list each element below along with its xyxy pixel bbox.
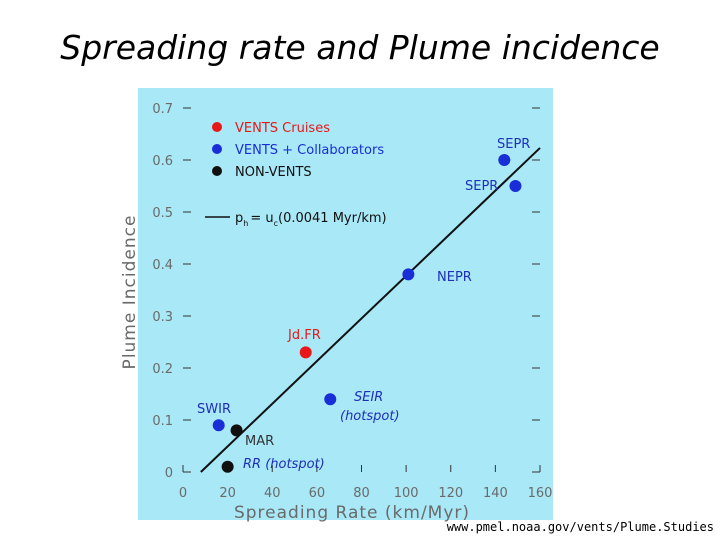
data-point-mar	[230, 424, 243, 437]
legend-marker-vents-collaborators	[212, 144, 222, 154]
legend: VENTS Cruises VENTS + Collaborators NON-…	[205, 121, 387, 228]
data-point-jd-fr	[299, 346, 312, 359]
data-points	[212, 154, 522, 473]
x-tick-label: 80	[353, 486, 370, 501]
data-point-seir	[324, 393, 337, 406]
x-tick-label: 60	[309, 486, 326, 501]
label-sepr-top: SEPR	[497, 137, 530, 152]
label-jdfr: Jd.FR	[287, 328, 321, 343]
y-tick-label: 0	[165, 466, 173, 481]
x-tick-label: 120	[438, 486, 463, 501]
y-tick-label: 0.5	[152, 206, 173, 221]
data-point-nepr	[402, 268, 415, 281]
label-swir: SWIR	[197, 402, 231, 417]
plot-background	[138, 88, 553, 520]
x-tick-label: 140	[483, 486, 508, 501]
data-point-swir	[212, 419, 225, 432]
legend-marker-non-vents	[212, 166, 222, 176]
label-seir: SEIR	[354, 390, 383, 405]
x-axis-label: Spreading Rate (km/Myr)	[234, 503, 470, 523]
x-axis-ticks: 0 20 40 60 80 100 120 140 160	[179, 465, 553, 501]
slide-title: Spreading rate and Plume incidence	[60, 28, 660, 67]
label-seir-hotspot: (hotspot)	[340, 409, 400, 424]
data-point-sepr	[509, 180, 522, 192]
y-axis-label: Plume Incidence	[120, 215, 140, 370]
y-tick-label: 0.1	[152, 414, 173, 429]
data-point-rr-hotspot	[221, 460, 234, 473]
legend-label-fit-line: ph = uc(0.0041 Myr/km)	[235, 211, 387, 228]
point-labels: SEPR SEPR NEPR Jd.FR SEIR (hotspot) SWIR…	[197, 137, 530, 472]
legend-label-vents-collaborators: VENTS + Collaborators	[235, 143, 384, 158]
fit-line	[200, 147, 541, 473]
label-rr-hotspot: RR (hotspot)	[243, 457, 325, 472]
x-tick-label: 40	[264, 486, 281, 501]
legend-label-non-vents: NON-VENTS	[235, 165, 312, 180]
x-tick-label: 160	[528, 486, 553, 501]
y-tick-label: 0.7	[152, 102, 173, 117]
legend-marker-vents-cruises	[212, 122, 222, 132]
y-axis-ticks: 0 0.1 0.2 0.3 0.4 0.5 0.6 0.7	[152, 102, 540, 481]
x-tick-label: 0	[179, 486, 187, 501]
y-tick-label: 0.4	[152, 258, 173, 273]
label-nepr: NEPR	[437, 270, 472, 285]
source-url: www.pmel.noaa.gov/vents/Plume.Studies	[446, 520, 714, 534]
label-mar: MAR	[245, 434, 274, 449]
y-tick-label: 0.6	[152, 154, 173, 169]
x-tick-label: 100	[394, 486, 419, 501]
y-tick-label: 0.2	[152, 362, 173, 377]
y-tick-label: 0.3	[152, 310, 173, 325]
legend-label-vents-cruises: VENTS Cruises	[235, 121, 330, 136]
label-sepr-bottom: SEPR	[465, 179, 498, 194]
x-tick-label: 20	[219, 486, 236, 501]
data-point-sepr	[498, 154, 511, 166]
